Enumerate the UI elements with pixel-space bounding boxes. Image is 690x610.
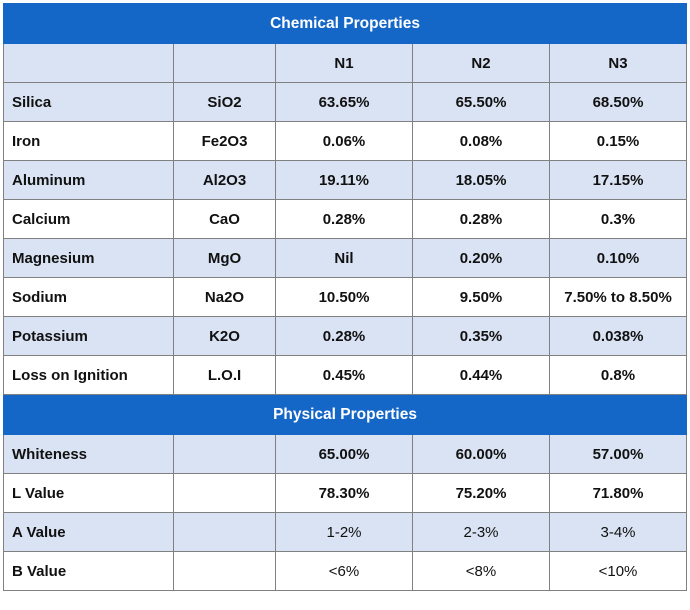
value-n3: 0.10%: [548, 238, 688, 278]
value-n3: 7.50% to 8.50%: [548, 277, 688, 317]
column-header-row: N1 N2 N3: [3, 43, 688, 83]
value-n1: Nil: [275, 238, 413, 278]
value-n3: 0.15%: [548, 121, 688, 161]
property-formula: SiO2: [173, 82, 276, 122]
value-n3: 57.00%: [548, 434, 688, 474]
column-header-n1: N1: [275, 43, 413, 83]
table-row: Magnesium MgO Nil 0.20% 0.10%: [3, 238, 688, 278]
value-n2: 0.08%: [412, 121, 550, 161]
column-header-empty-2: [173, 43, 276, 83]
value-n1: <6%: [275, 551, 413, 591]
value-n3: 0.8%: [548, 355, 688, 395]
value-n2: <8%: [412, 551, 550, 591]
chemical-properties-header-row: Chemical Properties: [2, 3, 688, 44]
value-n1: 1-2%: [275, 512, 413, 552]
property-formula: CaO: [173, 199, 276, 239]
value-n2: 60.00%: [412, 434, 550, 474]
physical-properties-title: Physical Properties: [2, 394, 688, 435]
value-n1: 0.28%: [275, 199, 413, 239]
value-n3: 68.50%: [548, 82, 688, 122]
value-n3: 0.3%: [548, 199, 688, 239]
value-n1: 0.45%: [275, 355, 413, 395]
value-n2: 0.20%: [412, 238, 550, 278]
table-row: Loss on Ignition L.O.I 0.45% 0.44% 0.8%: [3, 355, 688, 395]
empty-cell: [173, 551, 276, 591]
table-row: Silica SiO2 63.65% 65.50% 68.50%: [3, 82, 688, 122]
property-formula: MgO: [173, 238, 276, 278]
table-row: L Value 78.30% 75.20% 71.80%: [3, 473, 688, 513]
value-n3: <10%: [548, 551, 688, 591]
table-row: Calcium CaO 0.28% 0.28% 0.3%: [3, 199, 688, 239]
empty-cell: [173, 473, 276, 513]
physical-properties-header-row: Physical Properties: [2, 394, 688, 435]
value-n2: 0.35%: [412, 316, 550, 356]
chemical-properties-title: Chemical Properties: [2, 3, 688, 44]
value-n1: 78.30%: [275, 473, 413, 513]
value-n2: 2-3%: [412, 512, 550, 552]
property-formula: Fe2O3: [173, 121, 276, 161]
property-name: Magnesium: [3, 238, 174, 278]
property-name: Calcium: [3, 199, 174, 239]
value-n3: 3-4%: [548, 512, 688, 552]
property-name: Aluminum: [3, 160, 174, 200]
property-formula: Al2O3: [173, 160, 276, 200]
property-name: Silica: [3, 82, 174, 122]
property-formula: L.O.I: [173, 355, 276, 395]
value-n1: 0.28%: [275, 316, 413, 356]
value-n1: 63.65%: [275, 82, 413, 122]
value-n2: 0.44%: [412, 355, 550, 395]
property-name: Sodium: [3, 277, 174, 317]
table-row: Sodium Na2O 10.50% 9.50% 7.50% to 8.50%: [3, 277, 688, 317]
property-formula: K2O: [173, 316, 276, 356]
column-header-empty-1: [3, 43, 174, 83]
property-name: Potassium: [3, 316, 174, 356]
value-n2: 65.50%: [412, 82, 550, 122]
properties-table: Chemical Properties N1 N2 N3 Silica SiO2…: [2, 3, 688, 591]
value-n2: 18.05%: [412, 160, 550, 200]
value-n1: 19.11%: [275, 160, 413, 200]
value-n2: 0.28%: [412, 199, 550, 239]
table-row: B Value <6% <8% <10%: [3, 551, 688, 591]
value-n3: 71.80%: [548, 473, 688, 513]
property-name: Iron: [3, 121, 174, 161]
value-n3: 17.15%: [548, 160, 688, 200]
table-row: A Value 1-2% 2-3% 3-4%: [3, 512, 688, 552]
property-formula: Na2O: [173, 277, 276, 317]
value-n1: 65.00%: [275, 434, 413, 474]
property-name: B Value: [3, 551, 174, 591]
empty-cell: [173, 512, 276, 552]
property-name: Whiteness: [3, 434, 174, 474]
property-name: Loss on Ignition: [3, 355, 174, 395]
table-row: Potassium K2O 0.28% 0.35% 0.038%: [3, 316, 688, 356]
empty-cell: [173, 434, 276, 474]
property-name: L Value: [3, 473, 174, 513]
value-n1: 0.06%: [275, 121, 413, 161]
column-header-n3: N3: [548, 43, 688, 83]
table-row: Whiteness 65.00% 60.00% 57.00%: [3, 434, 688, 474]
table-row: Iron Fe2O3 0.06% 0.08% 0.15%: [3, 121, 688, 161]
value-n1: 10.50%: [275, 277, 413, 317]
table-row: Aluminum Al2O3 19.11% 18.05% 17.15%: [3, 160, 688, 200]
value-n3: 0.038%: [548, 316, 688, 356]
property-name: A Value: [3, 512, 174, 552]
value-n2: 75.20%: [412, 473, 550, 513]
value-n2: 9.50%: [412, 277, 550, 317]
column-header-n2: N2: [412, 43, 550, 83]
